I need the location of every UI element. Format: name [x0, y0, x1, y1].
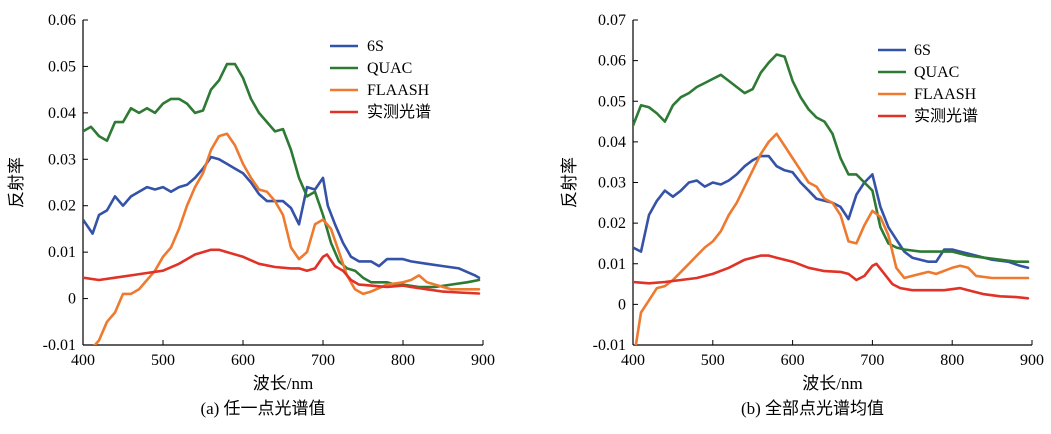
y-tick-label: 0.02 — [598, 215, 626, 232]
x-tick-label: 700 — [311, 352, 335, 369]
legend-label: 实测光谱 — [914, 107, 978, 125]
x-tick-label: 400 — [71, 352, 95, 369]
series-line-2 — [93, 132, 481, 345]
y-tick-label: 0.05 — [598, 93, 626, 110]
series-group — [83, 62, 481, 345]
x-tick-label: 800 — [391, 352, 415, 369]
x-tick-label: 800 — [940, 352, 964, 369]
y-tick-label: 0.03 — [48, 151, 76, 168]
y-tick-label: 0 — [618, 296, 626, 313]
series-line-2 — [634, 132, 1030, 345]
legend-label: FLAASH — [367, 82, 430, 99]
x-tick-label: 400 — [621, 352, 645, 369]
y-tick-label: 0.01 — [598, 256, 626, 273]
chart-panel-b: -0.01 0 0.01 0.02 0.03 0.04 0.05 0.06 0.07 400 500… — [560, 12, 1044, 418]
y-tick-label: 0 — [68, 291, 76, 308]
legend-label: QUAC — [914, 64, 959, 81]
legend: 6S QUAC FLAASH 实测光谱 — [330, 38, 431, 121]
x-tick-label: 600 — [231, 352, 255, 369]
chart-caption: (a) 任一点光谱值 — [200, 399, 325, 418]
series-line-3 — [83, 248, 481, 295]
chart-panel-a: -0.01 0 0.01 0.02 0.03 0.04 0.05 0.06 400 500 600 7… — [7, 12, 495, 418]
series-line-0 — [83, 155, 481, 279]
legend-label: FLAASH — [914, 86, 977, 103]
y-tick-label: 0.02 — [48, 198, 76, 215]
series-line-0 — [633, 154, 1030, 270]
x-axis-label: 波长/nm — [802, 374, 862, 393]
y-axis-label: 反射率 — [560, 157, 579, 208]
y-tick-label: 0.05 — [48, 58, 76, 75]
x-tick-label: 600 — [781, 352, 805, 369]
legend-label: 6S — [914, 42, 931, 59]
y-tick-label: 0.06 — [48, 12, 76, 29]
legend-label: QUAC — [367, 60, 412, 77]
series-line-1 — [633, 53, 1030, 263]
y-tick-label: 0.01 — [48, 244, 76, 261]
y-axis-label: 反射率 — [7, 157, 26, 208]
legend-label: 6S — [367, 38, 384, 55]
x-tick-label: 900 — [471, 352, 495, 369]
series-line-3 — [633, 254, 1030, 300]
y-tick-label: 0.06 — [598, 53, 626, 70]
legend-label: 实测光谱 — [367, 103, 431, 121]
y-tick-label: 0.04 — [598, 134, 626, 151]
x-axis-label: 波长/nm — [253, 374, 313, 393]
y-tick-label: 0.04 — [48, 105, 76, 122]
y-tick-label: 0.03 — [598, 175, 626, 192]
series-line-1 — [83, 62, 481, 289]
y-tick-label: -0.01 — [43, 337, 76, 354]
chart-caption: (b) 全部点光谱均值 — [741, 399, 884, 418]
series-group — [633, 53, 1030, 345]
y-tick-label: 0.07 — [598, 12, 626, 29]
legend: 6S QUAC FLAASH 实测光谱 — [878, 42, 978, 125]
x-tick-label: 900 — [1020, 352, 1044, 369]
y-tick-label: -0.01 — [593, 337, 626, 354]
x-tick-label: 500 — [151, 352, 175, 369]
x-tick-label: 500 — [701, 352, 725, 369]
x-tick-label: 700 — [860, 352, 884, 369]
